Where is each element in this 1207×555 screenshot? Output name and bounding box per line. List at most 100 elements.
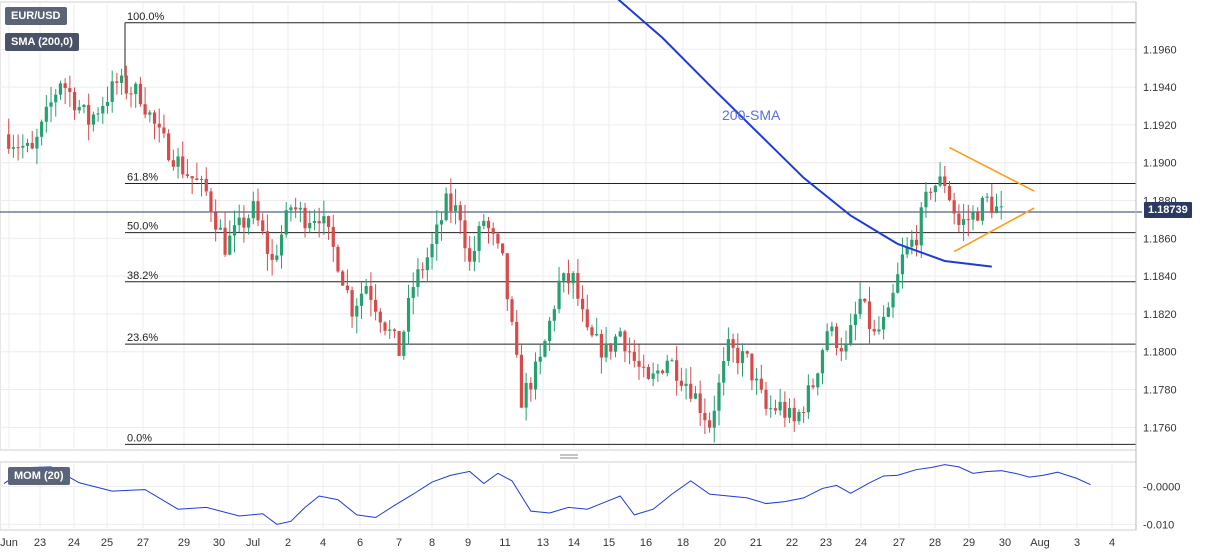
- candle-down: [223, 227, 227, 255]
- candle-down: [834, 326, 839, 349]
- candle-up: [548, 320, 552, 341]
- candle-up: [101, 105, 105, 114]
- candle-down: [138, 83, 143, 105]
- candle-up: [435, 224, 439, 244]
- candle-up: [905, 246, 909, 255]
- x-tick-label: 20: [714, 537, 726, 549]
- price-tick-label: 1.1780: [1143, 385, 1177, 397]
- candle-up: [816, 373, 820, 388]
- candle-up: [882, 316, 886, 330]
- candle-down: [867, 301, 872, 329]
- candle-down: [505, 253, 509, 300]
- candle-up: [919, 207, 923, 246]
- candle-up: [425, 257, 429, 271]
- price-tick-label: 1.1800: [1143, 347, 1177, 359]
- candle-up: [571, 272, 575, 284]
- sma-badge[interactable]: SMA (200,0): [5, 33, 79, 51]
- x-tick-label: 27: [137, 537, 149, 549]
- x-tick-label: 23: [34, 537, 46, 549]
- candle-up: [91, 114, 95, 125]
- candle-down: [341, 271, 345, 286]
- candle-down: [458, 205, 462, 221]
- candle-up: [924, 191, 928, 208]
- x-tick-label: Aug: [1030, 537, 1050, 549]
- candle-up: [844, 344, 848, 352]
- candle-down: [374, 299, 378, 312]
- candle-down: [515, 321, 519, 355]
- candle-down: [143, 104, 147, 115]
- candle-down: [632, 351, 636, 361]
- candle-up: [439, 220, 444, 225]
- price-tick-label: 1.1920: [1143, 120, 1177, 132]
- candle-down: [214, 212, 218, 230]
- candle-up: [148, 112, 152, 115]
- candle-down: [162, 127, 166, 134]
- mom-panel: [0, 461, 1137, 531]
- x-tick-label: 22: [786, 537, 798, 549]
- candle-down: [990, 196, 994, 214]
- candle-down: [72, 92, 77, 111]
- candle-up: [40, 121, 44, 137]
- mom-badge[interactable]: MOM (20): [8, 467, 70, 485]
- candle-up: [830, 326, 834, 332]
- candle-down: [195, 178, 199, 180]
- sma-200-line: [617, 0, 992, 268]
- mom-line: [3, 464, 1091, 525]
- candle-up: [25, 142, 30, 146]
- x-tick-label: Jun: [0, 537, 18, 549]
- candle-up: [402, 331, 406, 356]
- candle-up: [933, 185, 937, 193]
- price-tick-label: 1.1860: [1143, 233, 1177, 245]
- candle-up: [308, 222, 312, 229]
- candle-down: [87, 104, 91, 125]
- candle-up: [961, 219, 966, 225]
- x-tick-label: 30: [213, 537, 225, 549]
- candle-down: [496, 233, 500, 244]
- candle-down: [929, 191, 933, 193]
- candle-down: [115, 81, 119, 83]
- candle-up: [726, 339, 730, 361]
- candle-up: [806, 385, 810, 413]
- candle-down: [317, 220, 321, 224]
- candle-down: [792, 407, 796, 422]
- x-tick-label: 3: [1074, 537, 1080, 549]
- x-tick-label: 15: [603, 537, 615, 549]
- candle-up: [670, 360, 674, 362]
- candle-up: [769, 408, 773, 410]
- candle-down: [7, 134, 11, 149]
- candle-up: [44, 106, 48, 122]
- candle-up: [35, 136, 39, 149]
- x-tick-label: 13: [537, 537, 549, 549]
- sma-annotation: 200-SMA: [722, 107, 781, 123]
- candle-down: [566, 273, 571, 284]
- candle-down: [392, 329, 397, 332]
- candle-down: [468, 248, 472, 262]
- candle-down: [976, 212, 980, 221]
- candle-up: [543, 340, 547, 357]
- fib-level-label: 50.0%: [127, 221, 158, 233]
- candle-down: [294, 207, 298, 210]
- candle-up: [218, 227, 222, 230]
- candle-down: [952, 200, 956, 214]
- candle-down: [501, 243, 505, 254]
- x-tick-label: 24: [855, 537, 867, 549]
- candle-down: [190, 176, 194, 179]
- price-tick-label: 1.1820: [1143, 309, 1177, 321]
- candle-up: [787, 407, 792, 418]
- candle-down: [256, 201, 260, 221]
- candle-down: [759, 378, 763, 390]
- candle-down: [152, 112, 157, 124]
- candle-down: [646, 367, 651, 379]
- current-price-tag: 1.18739: [1144, 202, 1192, 218]
- candle-down: [129, 93, 133, 95]
- x-tick-label: 4: [320, 537, 326, 549]
- candle-down: [463, 220, 467, 249]
- candle-down: [811, 385, 815, 388]
- candle-up: [891, 292, 895, 308]
- candle-down: [326, 216, 331, 227]
- candle-down: [204, 178, 208, 192]
- candle-down: [802, 411, 806, 413]
- x-tick-label: 18: [677, 537, 689, 549]
- candle-down: [397, 331, 401, 356]
